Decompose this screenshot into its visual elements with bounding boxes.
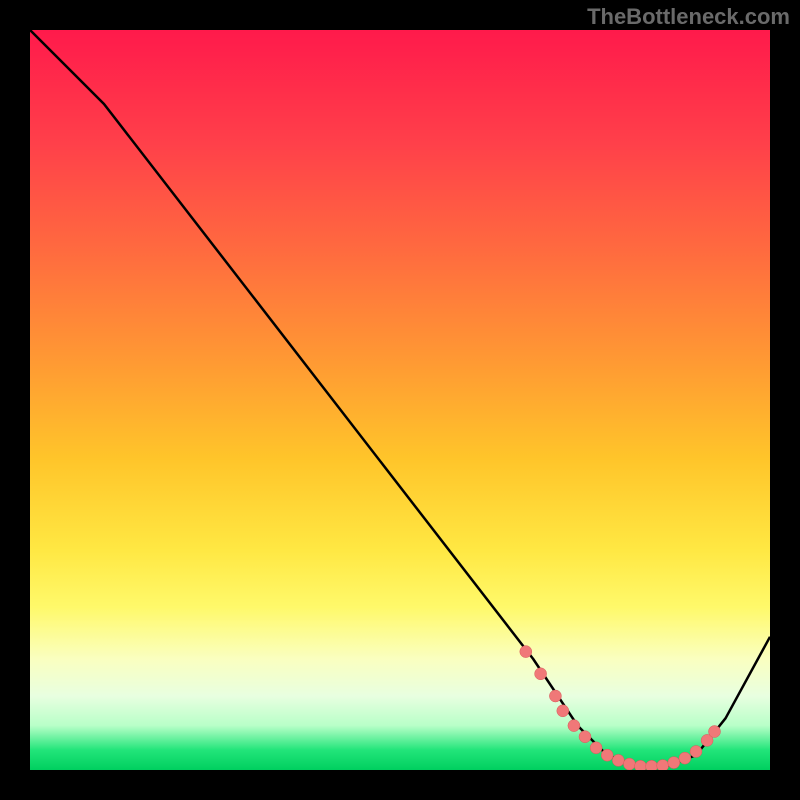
- chart-background: [30, 30, 770, 770]
- bottleneck-chart: [30, 30, 770, 770]
- curve-marker: [635, 760, 647, 770]
- curve-marker: [709, 726, 721, 738]
- watermark-text: TheBottleneck.com: [587, 4, 790, 30]
- curve-marker: [679, 752, 691, 764]
- curve-marker: [549, 690, 561, 702]
- curve-marker: [579, 731, 591, 743]
- curve-marker: [668, 757, 680, 769]
- curve-marker: [646, 760, 658, 770]
- curve-marker: [657, 760, 669, 770]
- curve-marker: [535, 668, 547, 680]
- curve-marker: [520, 646, 532, 658]
- curve-marker: [590, 742, 602, 754]
- curve-marker: [690, 746, 702, 758]
- chart-area: [30, 30, 770, 770]
- curve-marker: [612, 754, 624, 766]
- curve-marker: [601, 749, 613, 761]
- curve-marker: [623, 758, 635, 770]
- curve-marker: [557, 705, 569, 717]
- curve-marker: [568, 720, 580, 732]
